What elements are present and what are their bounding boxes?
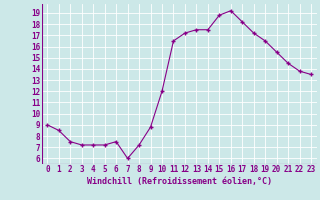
X-axis label: Windchill (Refroidissement éolien,°C): Windchill (Refroidissement éolien,°C) [87,177,272,186]
